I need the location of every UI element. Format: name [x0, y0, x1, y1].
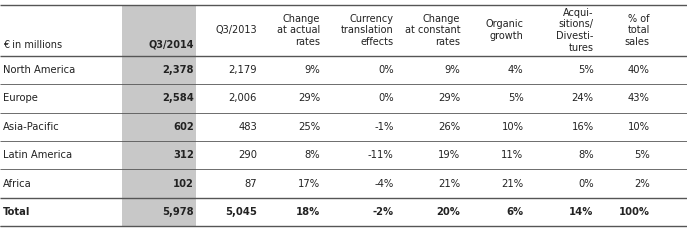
- Text: 43%: 43%: [628, 93, 650, 103]
- Text: 9%: 9%: [444, 65, 460, 75]
- Text: -11%: -11%: [368, 150, 394, 160]
- Text: 17%: 17%: [298, 179, 320, 189]
- Text: 0%: 0%: [378, 65, 394, 75]
- Text: 100%: 100%: [619, 207, 650, 217]
- Text: 14%: 14%: [570, 207, 594, 217]
- Text: Total: Total: [3, 207, 30, 217]
- Text: 8%: 8%: [578, 150, 594, 160]
- Text: Europe: Europe: [3, 93, 38, 103]
- Text: Q3/2014: Q3/2014: [148, 40, 194, 50]
- Text: 5,045: 5,045: [225, 207, 257, 217]
- Text: Asia-Pacific: Asia-Pacific: [3, 122, 60, 132]
- Text: Latin America: Latin America: [3, 150, 72, 160]
- Text: 2,584: 2,584: [162, 93, 194, 103]
- Text: 290: 290: [238, 150, 257, 160]
- Text: 312: 312: [173, 150, 194, 160]
- Text: 8%: 8%: [304, 150, 320, 160]
- Text: 5%: 5%: [634, 150, 650, 160]
- Text: Q3/2013: Q3/2013: [215, 25, 257, 35]
- Text: 102: 102: [173, 179, 194, 189]
- Text: 4%: 4%: [508, 65, 523, 75]
- Text: 20%: 20%: [436, 207, 460, 217]
- Text: 5,978: 5,978: [162, 207, 194, 217]
- Text: 2%: 2%: [634, 179, 650, 189]
- Text: North America: North America: [3, 65, 75, 75]
- Text: 5%: 5%: [508, 93, 523, 103]
- Text: 29%: 29%: [298, 93, 320, 103]
- Text: € in millions: € in millions: [3, 40, 62, 50]
- Text: Organic
growth: Organic growth: [486, 19, 523, 41]
- Text: Acqui-
sitions/
Divesti-
tures: Acqui- sitions/ Divesti- tures: [556, 8, 594, 52]
- Text: 0%: 0%: [378, 93, 394, 103]
- Text: Change
at constant
rates: Change at constant rates: [405, 13, 460, 47]
- Text: 16%: 16%: [572, 122, 594, 132]
- Text: Currency
translation
effects: Currency translation effects: [341, 13, 394, 47]
- Text: 11%: 11%: [502, 150, 523, 160]
- Text: 0%: 0%: [578, 179, 594, 189]
- Text: 40%: 40%: [628, 65, 650, 75]
- Text: 5%: 5%: [578, 65, 594, 75]
- Text: Africa: Africa: [3, 179, 32, 189]
- Text: 483: 483: [238, 122, 257, 132]
- Text: 24%: 24%: [572, 93, 594, 103]
- Text: 18%: 18%: [296, 207, 320, 217]
- Text: -1%: -1%: [374, 122, 394, 132]
- Text: Change
at actual
rates: Change at actual rates: [277, 13, 320, 47]
- Text: 87: 87: [245, 179, 257, 189]
- Text: 2,378: 2,378: [162, 65, 194, 75]
- Text: 10%: 10%: [502, 122, 523, 132]
- Text: -2%: -2%: [372, 207, 394, 217]
- Text: 29%: 29%: [438, 93, 460, 103]
- Text: 2,179: 2,179: [228, 65, 257, 75]
- Text: 6%: 6%: [506, 207, 523, 217]
- Bar: [122, 5, 196, 226]
- Text: -4%: -4%: [374, 179, 394, 189]
- Text: 10%: 10%: [628, 122, 650, 132]
- Text: 602: 602: [173, 122, 194, 132]
- Text: 19%: 19%: [438, 150, 460, 160]
- Text: 21%: 21%: [502, 179, 523, 189]
- Text: 21%: 21%: [438, 179, 460, 189]
- Text: % of
total
sales: % of total sales: [625, 13, 650, 47]
- Text: 25%: 25%: [298, 122, 320, 132]
- Text: 2,006: 2,006: [229, 93, 257, 103]
- Text: 26%: 26%: [438, 122, 460, 132]
- Text: 9%: 9%: [304, 65, 320, 75]
